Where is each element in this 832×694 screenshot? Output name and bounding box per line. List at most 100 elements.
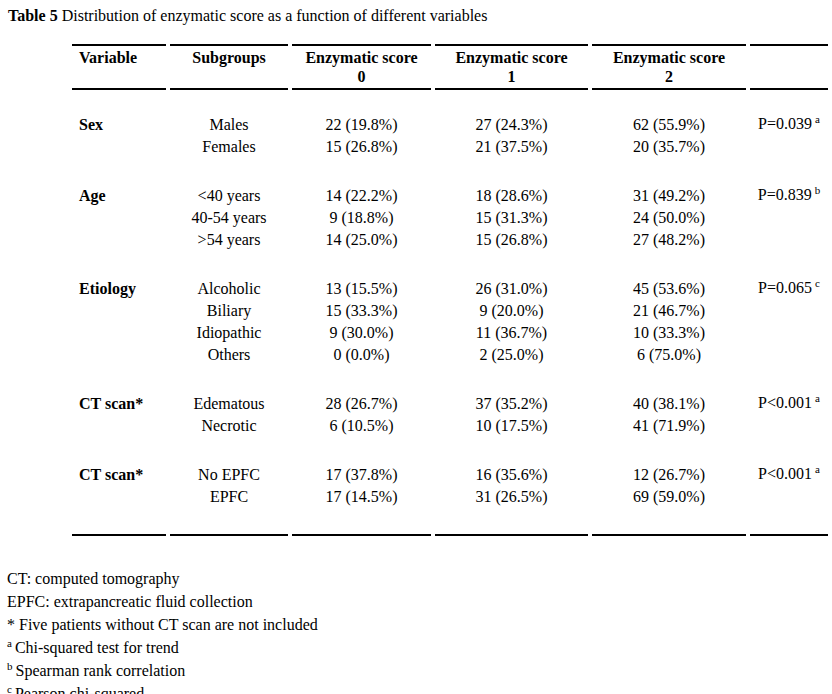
score-1-cell: 18 (28.6%) bbox=[435, 184, 588, 207]
spacer-cell bbox=[170, 90, 288, 113]
spacer-cell bbox=[170, 508, 288, 536]
table-row: SexMales22 (19.8%)27 (24.3%)62 (55.9%)P=… bbox=[72, 113, 828, 136]
footnote-superscript: a bbox=[7, 637, 12, 649]
header-pvalue bbox=[750, 44, 828, 90]
score-0-cell: 14 (22.2%) bbox=[292, 184, 431, 207]
score-2-cell: 69 (59.0%) bbox=[592, 486, 746, 508]
score-0-cell: 14 (25.0%) bbox=[292, 229, 431, 251]
header-variable: Variable bbox=[72, 44, 166, 90]
header-score-2-line1: Enzymatic score bbox=[592, 48, 746, 67]
table-spacer-row bbox=[72, 366, 828, 392]
header-score-1-line1: Enzymatic score bbox=[435, 48, 588, 67]
subgroup-cell: Biliary bbox=[170, 300, 288, 322]
variable-cell bbox=[72, 415, 166, 437]
pvalue-superscript: a bbox=[815, 463, 820, 475]
subgroup-cell: Females bbox=[170, 136, 288, 158]
pvalue-superscript: a bbox=[815, 113, 820, 125]
score-2-cell: 6 (75.0%) bbox=[592, 344, 746, 366]
table-caption-text: Distribution of enzymatic score as a fun… bbox=[62, 7, 488, 24]
pvalue-cell bbox=[750, 322, 828, 344]
pvalue-cell bbox=[750, 300, 828, 322]
score-1-cell: 27 (24.3%) bbox=[435, 113, 588, 136]
subgroup-cell: >54 years bbox=[170, 229, 288, 251]
spacer-cell bbox=[435, 366, 588, 392]
variable-cell: CT scan* bbox=[72, 463, 166, 486]
score-1-cell: 26 (31.0%) bbox=[435, 277, 588, 300]
spacer-cell bbox=[72, 366, 166, 392]
score-2-cell: 31 (49.2%) bbox=[592, 184, 746, 207]
table-row: CT scan*No EPFC17 (37.8%)16 (35.6%)12 (2… bbox=[72, 463, 828, 486]
pvalue-cell bbox=[750, 136, 828, 158]
spacer-cell bbox=[750, 251, 828, 277]
spacer-cell bbox=[750, 158, 828, 184]
score-2-cell: 21 (46.7%) bbox=[592, 300, 746, 322]
spacer-cell bbox=[592, 251, 746, 277]
spacer-cell bbox=[750, 366, 828, 392]
score-1-cell: 31 (26.5%) bbox=[435, 486, 588, 508]
score-0-cell: 9 (18.8%) bbox=[292, 207, 431, 229]
score-0-cell: 15 (33.3%) bbox=[292, 300, 431, 322]
spacer-cell bbox=[170, 366, 288, 392]
pvalue-superscript: c bbox=[815, 277, 820, 289]
score-2-cell: 62 (55.9%) bbox=[592, 113, 746, 136]
spacer-cell bbox=[292, 158, 431, 184]
score-1-cell: 10 (17.5%) bbox=[435, 415, 588, 437]
score-1-cell: 21 (37.5%) bbox=[435, 136, 588, 158]
spacer-cell bbox=[72, 251, 166, 277]
table-row: CT scan*Edematous28 (26.7%)37 (35.2%)40 … bbox=[72, 392, 828, 415]
table-row: EPFC17 (14.5%)31 (26.5%)69 (59.0%) bbox=[72, 486, 828, 508]
footnote-line: EPFC: extrapancreatic fluid collection bbox=[7, 590, 318, 613]
subgroup-cell: Necrotic bbox=[170, 415, 288, 437]
footnote-superscript: b bbox=[7, 660, 13, 672]
score-1-cell: 2 (25.0%) bbox=[435, 344, 588, 366]
score-0-cell: 6 (10.5%) bbox=[292, 415, 431, 437]
table-bottom-rule-row bbox=[72, 508, 828, 536]
spacer-cell bbox=[435, 508, 588, 536]
variable-cell: CT scan* bbox=[72, 392, 166, 415]
footnote-line: cPearson chi-squared bbox=[7, 682, 318, 694]
pvalue-cell: P=0.839b bbox=[750, 184, 828, 207]
header-score-2: Enzymatic score 2 bbox=[592, 44, 746, 90]
pvalue-cell: P=0.065c bbox=[750, 277, 828, 300]
spacer-cell bbox=[750, 90, 828, 113]
footnote-line: bSpearman rank correlation bbox=[7, 659, 318, 682]
table-header: Variable Subgroups Enzymatic score 0 Enz… bbox=[72, 44, 828, 90]
subgroup-cell: No EPFC bbox=[170, 463, 288, 486]
variable-cell bbox=[72, 300, 166, 322]
header-score-1-line2: 1 bbox=[435, 67, 588, 86]
pvalue-superscript: b bbox=[815, 184, 821, 196]
subgroup-cell: Others bbox=[170, 344, 288, 366]
table-spacer-row bbox=[72, 251, 828, 277]
header-score-0-line1: Enzymatic score bbox=[292, 48, 431, 67]
subgroup-cell: EPFC bbox=[170, 486, 288, 508]
pvalue-cell bbox=[750, 207, 828, 229]
pvalue-cell: P<0.001a bbox=[750, 463, 828, 486]
pvalue-text: P=0.839 bbox=[758, 186, 812, 203]
pvalue-cell bbox=[750, 486, 828, 508]
score-0-cell: 9 (30.0%) bbox=[292, 322, 431, 344]
data-table: Variable Subgroups Enzymatic score 0 Enz… bbox=[68, 44, 832, 536]
spacer-cell bbox=[292, 90, 431, 113]
table-row: Necrotic6 (10.5%)10 (17.5%)41 (71.9%) bbox=[72, 415, 828, 437]
subgroup-cell: Males bbox=[170, 113, 288, 136]
spacer-cell bbox=[72, 90, 166, 113]
score-1-cell: 15 (26.8%) bbox=[435, 229, 588, 251]
spacer-cell bbox=[170, 437, 288, 463]
spacer-cell bbox=[72, 508, 166, 536]
subgroup-cell: Edematous bbox=[170, 392, 288, 415]
footnote-line: * Five patients without CT scan are not … bbox=[7, 613, 318, 636]
spacer-cell bbox=[292, 366, 431, 392]
spacer-cell bbox=[592, 508, 746, 536]
header-score-2-line2: 2 bbox=[592, 67, 746, 86]
pvalue-text: P=0.065 bbox=[758, 279, 812, 296]
spacer-cell bbox=[72, 158, 166, 184]
header-score-1: Enzymatic score 1 bbox=[435, 44, 588, 90]
score-1-cell: 9 (20.0%) bbox=[435, 300, 588, 322]
score-2-cell: 20 (35.7%) bbox=[592, 136, 746, 158]
spacer-cell bbox=[72, 437, 166, 463]
variable-cell bbox=[72, 344, 166, 366]
spacer-cell bbox=[592, 158, 746, 184]
variable-cell bbox=[72, 136, 166, 158]
score-0-cell: 17 (37.8%) bbox=[292, 463, 431, 486]
score-2-cell: 10 (33.3%) bbox=[592, 322, 746, 344]
